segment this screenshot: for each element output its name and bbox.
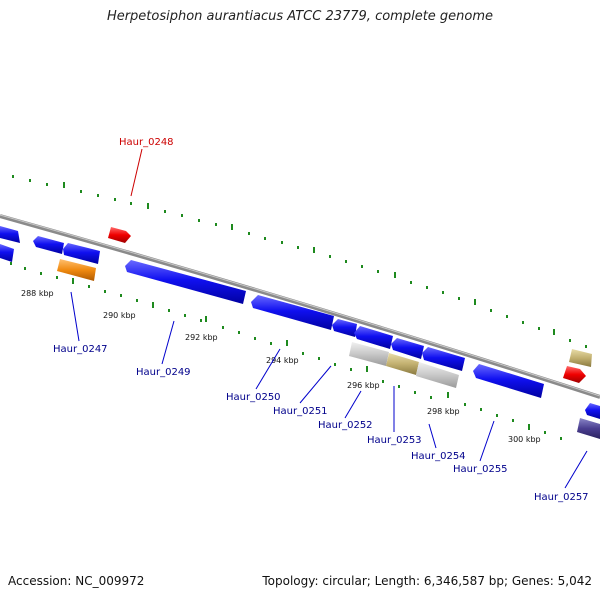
gene-arrow-left-edge-upper[interactable]	[0, 226, 20, 243]
reverse-genes	[0, 226, 600, 439]
forward-genes	[108, 227, 592, 383]
gene-arrow-reverse-a[interactable]	[33, 236, 64, 254]
gene-label-haur-0250[interactable]: Haur_0250	[226, 392, 281, 403]
gene-label-haur-0253[interactable]: Haur_0253	[367, 435, 422, 446]
ruler-label-298: 298 kbp	[427, 407, 460, 416]
gene-arrow-haur-0255[interactable]	[473, 364, 544, 398]
genome-backbone	[0, 214, 600, 399]
ruler-label-288: 288 kbp	[21, 289, 54, 298]
leader-haur-0249	[161, 320, 175, 365]
gene-label-haur-0247[interactable]: Haur_0247	[53, 344, 108, 355]
gene-arrow-gray-a[interactable]	[349, 342, 389, 366]
outer-tick-ring	[12, 175, 587, 348]
ruler-label-294: 294 kbp	[266, 356, 299, 365]
gene-arrow-reverse-b[interactable]	[63, 243, 100, 264]
ruler-label-296: 296 kbp	[347, 381, 380, 390]
leader-haur-0250	[255, 348, 281, 390]
leader-haur-0257	[564, 450, 588, 489]
gene-label-haur-0254[interactable]: Haur_0254	[411, 451, 466, 462]
genome-summary-text: Topology: circular; Length: 6,346,587 bp…	[262, 574, 592, 588]
gene-arrow-left-edge-lower[interactable]	[0, 244, 14, 262]
gene-arrow-forward-right-red[interactable]	[563, 366, 586, 383]
gene-arrow-gray-b[interactable]	[416, 362, 459, 388]
leader-haur-0251	[299, 365, 332, 404]
gene-arrow-haur-0253[interactable]	[391, 338, 424, 359]
gene-arrow-haur-0250[interactable]	[251, 295, 334, 330]
ruler-label-290: 290 kbp	[103, 311, 136, 320]
leader-haur-0252	[344, 390, 362, 419]
gene-label-haur-0252[interactable]: Haur_0252	[318, 420, 373, 431]
leader-haur-0254	[428, 423, 437, 449]
gene-label-haur-0251[interactable]: Haur_0251	[273, 406, 328, 417]
leader-haur-0248	[130, 148, 143, 197]
gene-arrow-haur-0252[interactable]	[354, 326, 393, 349]
gene-label-haur-0248[interactable]: Haur_0248	[119, 137, 174, 148]
gene-arrow-haur-0251[interactable]	[332, 319, 357, 337]
gene-arrow-forward-right-khaki[interactable]	[569, 349, 592, 367]
gene-arrow-haur-0254[interactable]	[422, 347, 465, 371]
gene-arrow-haur-0257[interactable]	[577, 418, 600, 439]
gene-arrow-haur-0247[interactable]	[57, 259, 96, 281]
gene-label-haur-0249[interactable]: Haur_0249	[136, 367, 191, 378]
gene-label-haur-0257[interactable]: Haur_0257	[534, 492, 589, 503]
gene-arrow-haur-0249[interactable]	[125, 260, 246, 304]
leader-haur-0255	[479, 420, 495, 462]
accession-text: Accession: NC_009972	[8, 574, 145, 588]
gene-arrow-khaki-mid[interactable]	[386, 353, 419, 375]
gene-arrow-haur-0248[interactable]	[108, 227, 131, 243]
ruler-label-292: 292 kbp	[185, 333, 218, 342]
leader-haur-0247	[70, 291, 80, 342]
map-title: Herpetosiphon aurantiacus ATCC 23779, co…	[106, 9, 494, 24]
inner-tick-ring	[10, 262, 562, 440]
label-leader-lines	[70, 148, 588, 489]
gene-arrow-right-edge-blue[interactable]	[585, 403, 600, 419]
gene-label-haur-0255[interactable]: Haur_0255	[453, 464, 508, 475]
ruler-label-300: 300 kbp	[508, 435, 541, 444]
